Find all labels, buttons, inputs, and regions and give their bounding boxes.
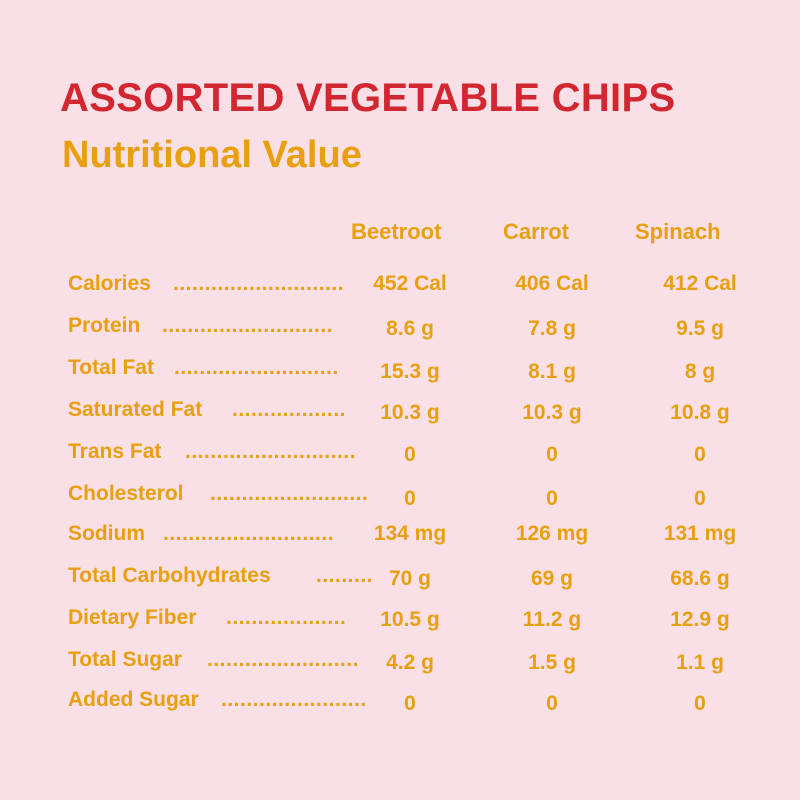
nutrient-label: Calories: [68, 272, 151, 295]
nutrient-label: Trans Fat: [68, 440, 162, 463]
dot-leader: ..........................: [174, 356, 339, 379]
value-carrot: 0: [546, 487, 558, 510]
value-beetroot: 4.2 g: [386, 651, 434, 674]
value-beetroot: 8.6 g: [386, 317, 434, 340]
column-header-carrot: Carrot: [503, 219, 570, 244]
value-spinach: 1.1 g: [676, 651, 724, 674]
nutrient-row-sodium: Sodium ........................... 134 m…: [0, 522, 800, 554]
value-spinach: 0: [694, 443, 706, 466]
value-beetroot: 452 Cal: [373, 272, 447, 295]
nutrient-row-cholesterol: Cholesterol ......................... 0 …: [0, 482, 800, 514]
nutrient-label: Sodium: [68, 522, 145, 545]
value-spinach: 412 Cal: [663, 272, 737, 295]
nutrient-label: Total Carbohydrates: [68, 564, 271, 587]
value-beetroot: 0: [404, 487, 416, 510]
value-spinach: 131 mg: [663, 522, 737, 545]
nutrient-label: Total Fat: [68, 356, 154, 379]
value-spinach: 0: [694, 692, 706, 715]
dot-leader: ..................: [232, 398, 347, 421]
dot-leader: ...........................: [173, 272, 345, 295]
value-spinach: 10.8 g: [670, 401, 730, 424]
value-carrot: 11.2 g: [522, 608, 582, 631]
value-carrot: 0: [546, 692, 558, 715]
page-title: ASSORTED VEGETABLE CHIPS: [60, 76, 676, 120]
value-spinach: 0: [694, 487, 706, 510]
dot-leader: ........................: [207, 648, 360, 671]
value-carrot: 7.8 g: [528, 317, 576, 340]
dot-leader: ...........................: [162, 314, 334, 337]
value-spinach: 12.9 g: [670, 608, 730, 631]
nutrient-label: Cholesterol: [68, 482, 184, 505]
dot-leader: ...........................: [163, 522, 335, 545]
value-beetroot: 10.3 g: [380, 401, 440, 424]
nutrient-label: Protein: [68, 314, 141, 337]
value-spinach: 68.6 g: [670, 567, 730, 590]
value-beetroot: 15.3 g: [380, 360, 440, 383]
value-beetroot: 10.5 g: [380, 608, 440, 631]
dot-leader: .........: [316, 564, 374, 587]
value-carrot: 69 g: [530, 567, 574, 590]
column-header-beetroot: Beetroot: [351, 219, 442, 244]
value-beetroot: 70 g: [388, 567, 432, 590]
dot-leader: .......................: [221, 688, 367, 711]
value-spinach: 9.5 g: [676, 317, 724, 340]
value-beetroot: 0: [404, 692, 416, 715]
value-spinach: 8 g: [684, 360, 716, 383]
nutrient-row-calories: Calories ........................... 452…: [0, 272, 800, 304]
nutrient-row-total-carbohydrates: Total Carbohydrates ......... 70 g 69 g …: [0, 564, 800, 596]
nutrient-row-protein: Protein ........................... 8.6 …: [0, 314, 800, 346]
dot-leader: ...................: [226, 606, 347, 629]
value-carrot: 406 Cal: [515, 272, 589, 295]
value-beetroot: 0: [404, 443, 416, 466]
nutrient-row-dietary-fiber: Dietary Fiber ................... 10.5 g…: [0, 606, 800, 638]
dot-leader: ...........................: [185, 440, 357, 463]
nutrient-label: Saturated Fat: [68, 398, 203, 421]
value-carrot: 10.3 g: [522, 401, 582, 424]
value-carrot: 126 mg: [515, 522, 589, 545]
value-beetroot: 134 mg: [373, 522, 447, 545]
nutrient-row-total-sugar: Total Sugar ........................ 4.2…: [0, 648, 800, 680]
nutrient-label: Added Sugar: [68, 688, 199, 711]
nutrient-label: Total Sugar: [68, 648, 182, 671]
nutrient-row-added-sugar: Added Sugar ....................... 0 0 …: [0, 688, 800, 720]
nutrient-row-trans-fat: Trans Fat ........................... 0 …: [0, 440, 800, 472]
nutrient-label: Dietary Fiber: [68, 606, 197, 629]
dot-leader: .........................: [210, 482, 369, 505]
column-header-spinach: Spinach: [635, 219, 721, 244]
nutrient-row-total-fat: Total Fat .......................... 15.…: [0, 356, 800, 388]
value-carrot: 8.1 g: [528, 360, 576, 383]
page-subtitle: Nutritional Value: [62, 134, 362, 176]
value-carrot: 1.5 g: [528, 651, 576, 674]
nutrient-row-saturated-fat: Saturated Fat .................. 10.3 g …: [0, 398, 800, 430]
value-carrot: 0: [546, 443, 558, 466]
